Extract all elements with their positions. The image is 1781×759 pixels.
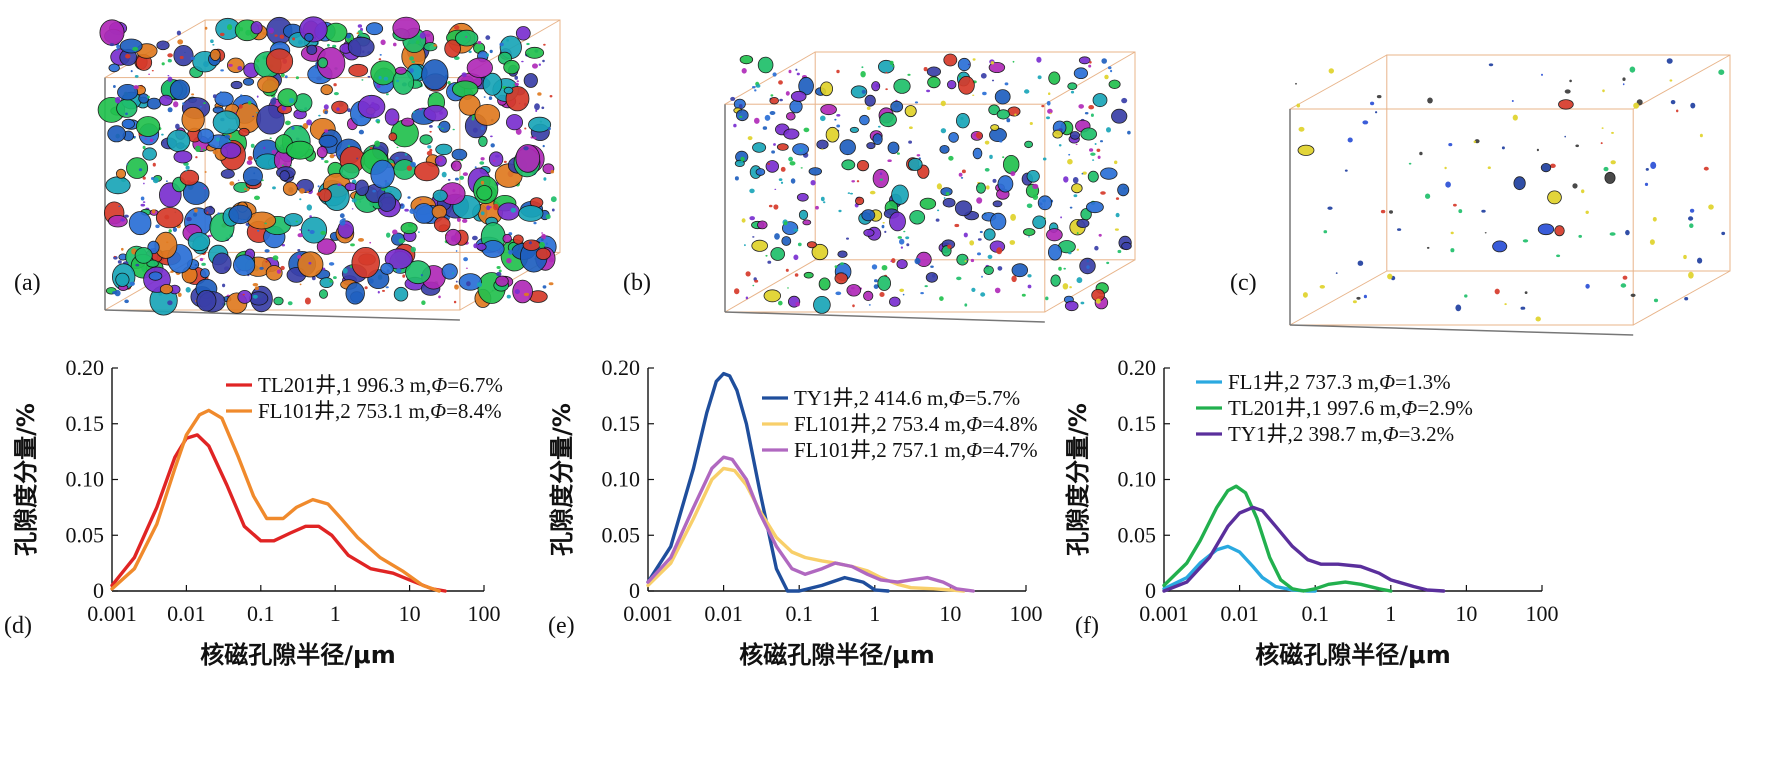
panel-letter: (c) [1230,270,1257,296]
pore-clusters [97,16,557,316]
y-tick-label: 0.05 [66,522,105,547]
x-tick-label: 0.001 [87,601,137,626]
series-line-2 [1162,484,1393,593]
series-line-2 [110,408,441,593]
x-tick-label: 100 [1010,601,1043,626]
legend: TY1井,2 414.6 m,Φ=5.7%FL101井,2 753.4 m,Φ=… [762,386,1038,462]
x-tick-label: 100 [468,601,501,626]
chart-d: 0 0.05 0.10 0.15 0.20 0.001 0.01 0.1 1 10 100 核磁孔隙半… [4,355,503,669]
legend-entry: TY1井,2 414.6 m,Φ=5.7% [794,386,1020,410]
y-tick-label: 0.10 [602,467,641,492]
x-tick-label: 0.001 [1139,601,1189,626]
x-tick-label: 0.1 [785,601,813,626]
pore-rendering-c: (c) [1230,54,1731,336]
y-tick-label: 0.15 [66,411,105,436]
legend-entry: FL101井,2 753.4 m,Φ=4.8% [794,412,1038,436]
cube-scale-axes [724,104,1045,323]
legend: FL1井,2 737.3 m,Φ=1.3%TL201井,1 997.6 m,Φ=… [1196,370,1473,446]
panel-letter: (b) [623,270,651,296]
x-tick-label: 1 [1385,601,1396,626]
x-tick-label: 1 [330,601,341,626]
x-tick-label: 0.1 [1301,601,1329,626]
x-tick-label: 0.001 [623,601,673,626]
series-line-3 [646,455,975,593]
y-axis-title: 孔隙度分量/% [1064,403,1092,556]
series-line-2 [646,466,966,593]
x-tick-label: 10 [399,601,421,626]
x-tick-label: 0.1 [247,601,275,626]
legend-entry: FL101井,2 753.1 m,Φ=8.4% [258,399,502,423]
x-tick-label: 10 [939,601,961,626]
y-tick-label: 0.05 [1118,522,1157,547]
pore-clusters [730,53,1132,314]
y-tick-label: 0.10 [1118,467,1157,492]
series-line-3 [1162,505,1446,593]
pore-clusters [1295,58,1726,322]
x-tick-label: 10 [1455,601,1477,626]
y-tick-label: 0.20 [1118,355,1157,380]
y-tick-label: 0.15 [602,411,641,436]
y-tick-label: 0.20 [602,355,641,380]
y-tick-label: 0 [629,578,640,603]
y-tick-label: 0.20 [66,355,105,380]
series-line-1 [110,433,447,593]
y-tick-label: 0.05 [602,522,641,547]
legend-entry: TL201井,1 996.3 m,Φ=6.7% [258,373,503,397]
panel-letter: (e) [548,613,575,639]
panel-letter: (f) [1075,613,1099,639]
nmr-pore-distribution-charts: 00.050.100.150.200.001 0.01 0.1 1 10 100核磁孔隙半… [4,355,1559,669]
cube-wireframe [1289,54,1731,326]
chart-e: 0 0.05 0.10 0.15 0.20 0.001 0.01 0.1 1 10 100 核磁孔隙半… [548,355,1043,669]
panel-letter: (d) [4,613,32,639]
legend-entry: FL1井,2 737.3 m,Φ=1.3% [1228,370,1451,394]
y-axis-title: 孔隙度分量/% [548,403,576,556]
y-tick-label: 0 [1145,578,1156,603]
chart-f: 0 0.05 0.10 0.15 0.20 0.001 0.01 0.1 1 10 100 核磁孔隙半… [1064,355,1559,669]
y-tick-label: 0.15 [1118,411,1157,436]
y-tick-label: 0.10 [66,467,105,492]
legend-entry: TY1井,2 398.7 m,Φ=3.2% [1228,422,1454,446]
series-line-1 [1162,544,1317,593]
legend: TL201井,1 996.3 m,Φ=6.7%FL101井,2 753.1 m,… [226,373,503,423]
x-axis-title: 核磁孔隙半径/μm [1255,641,1450,669]
x-axis-title: 核磁孔隙半径/μm [739,641,934,669]
y-axis-title: 孔隙度分量/% [12,403,40,556]
y-tick-label: 0 [93,578,104,603]
legend-entry: FL101井,2 757.1 m,Φ=4.7% [794,438,1038,462]
x-tick-label: 0.01 [704,601,743,626]
x-tick-label: 1 [869,601,880,626]
x-axis-title: 核磁孔隙半径/μm [200,641,395,669]
pore-rendering-b: (b) [623,51,1136,323]
pore-3d-renderings: (a) (b) (c) [14,16,1731,336]
legend-entry: TL201井,1 997.6 m,Φ=2.9% [1228,396,1473,420]
x-tick-label: 0.01 [167,601,206,626]
series-line-1 [646,371,890,593]
x-tick-label: 0.01 [1220,601,1259,626]
cube-scale-axes [1289,109,1634,336]
cube-wireframe [724,51,1136,313]
panel-letter: (a) [14,270,41,296]
x-tick-label: 100 [1526,601,1559,626]
pore-rendering-a: (a) [14,16,561,321]
